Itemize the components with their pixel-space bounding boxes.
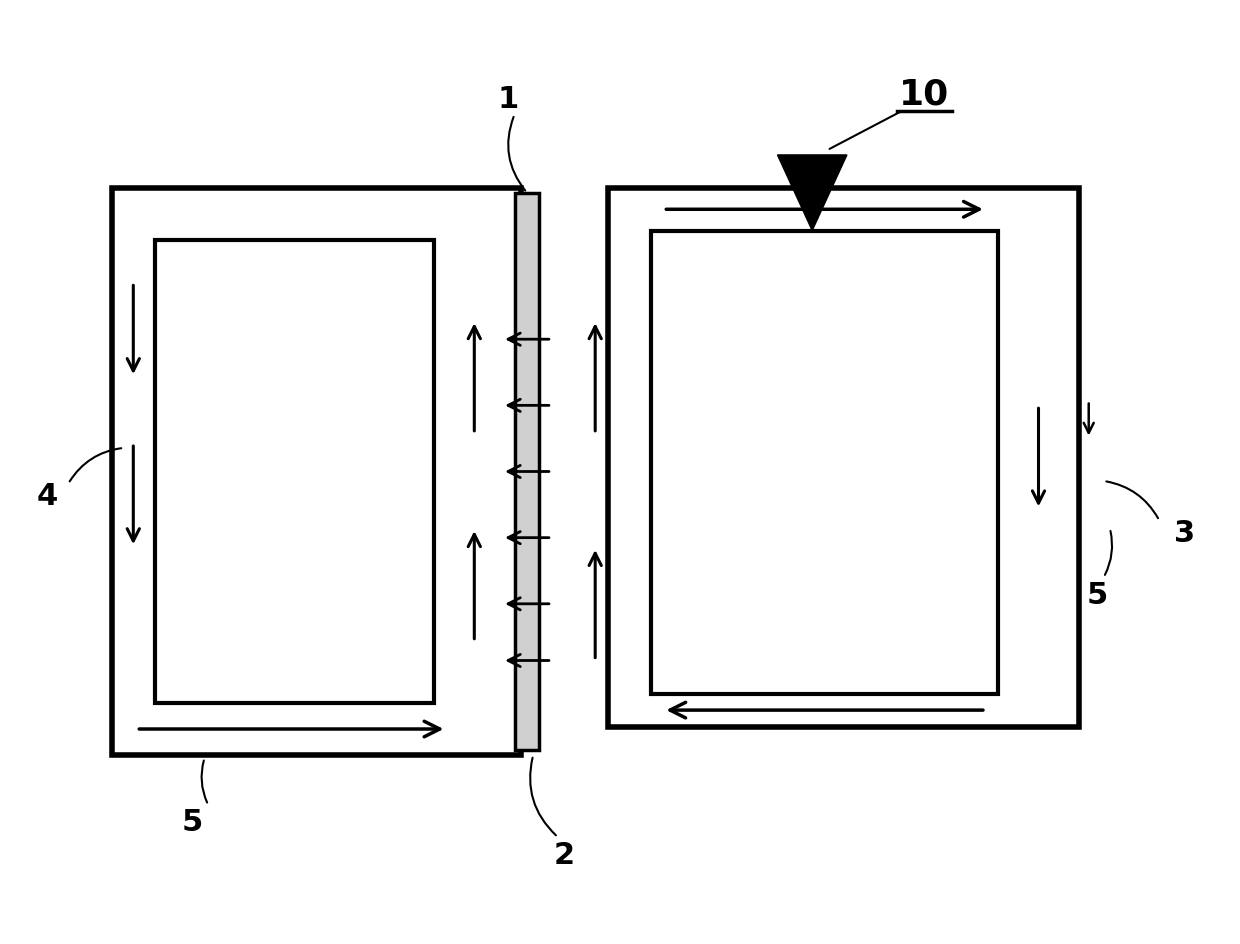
- Bar: [515, 194, 539, 750]
- Text: 1: 1: [497, 85, 520, 113]
- Text: 2: 2: [553, 840, 575, 868]
- Text: 4: 4: [36, 481, 58, 510]
- Polygon shape: [777, 156, 847, 231]
- Text: 10: 10: [899, 77, 949, 111]
- Bar: [608, 189, 1079, 727]
- Bar: [651, 231, 998, 694]
- Bar: [155, 241, 434, 703]
- Bar: [112, 189, 521, 755]
- Text: 5: 5: [1086, 581, 1109, 609]
- Text: 3: 3: [1173, 519, 1195, 548]
- Text: 5: 5: [181, 807, 203, 835]
